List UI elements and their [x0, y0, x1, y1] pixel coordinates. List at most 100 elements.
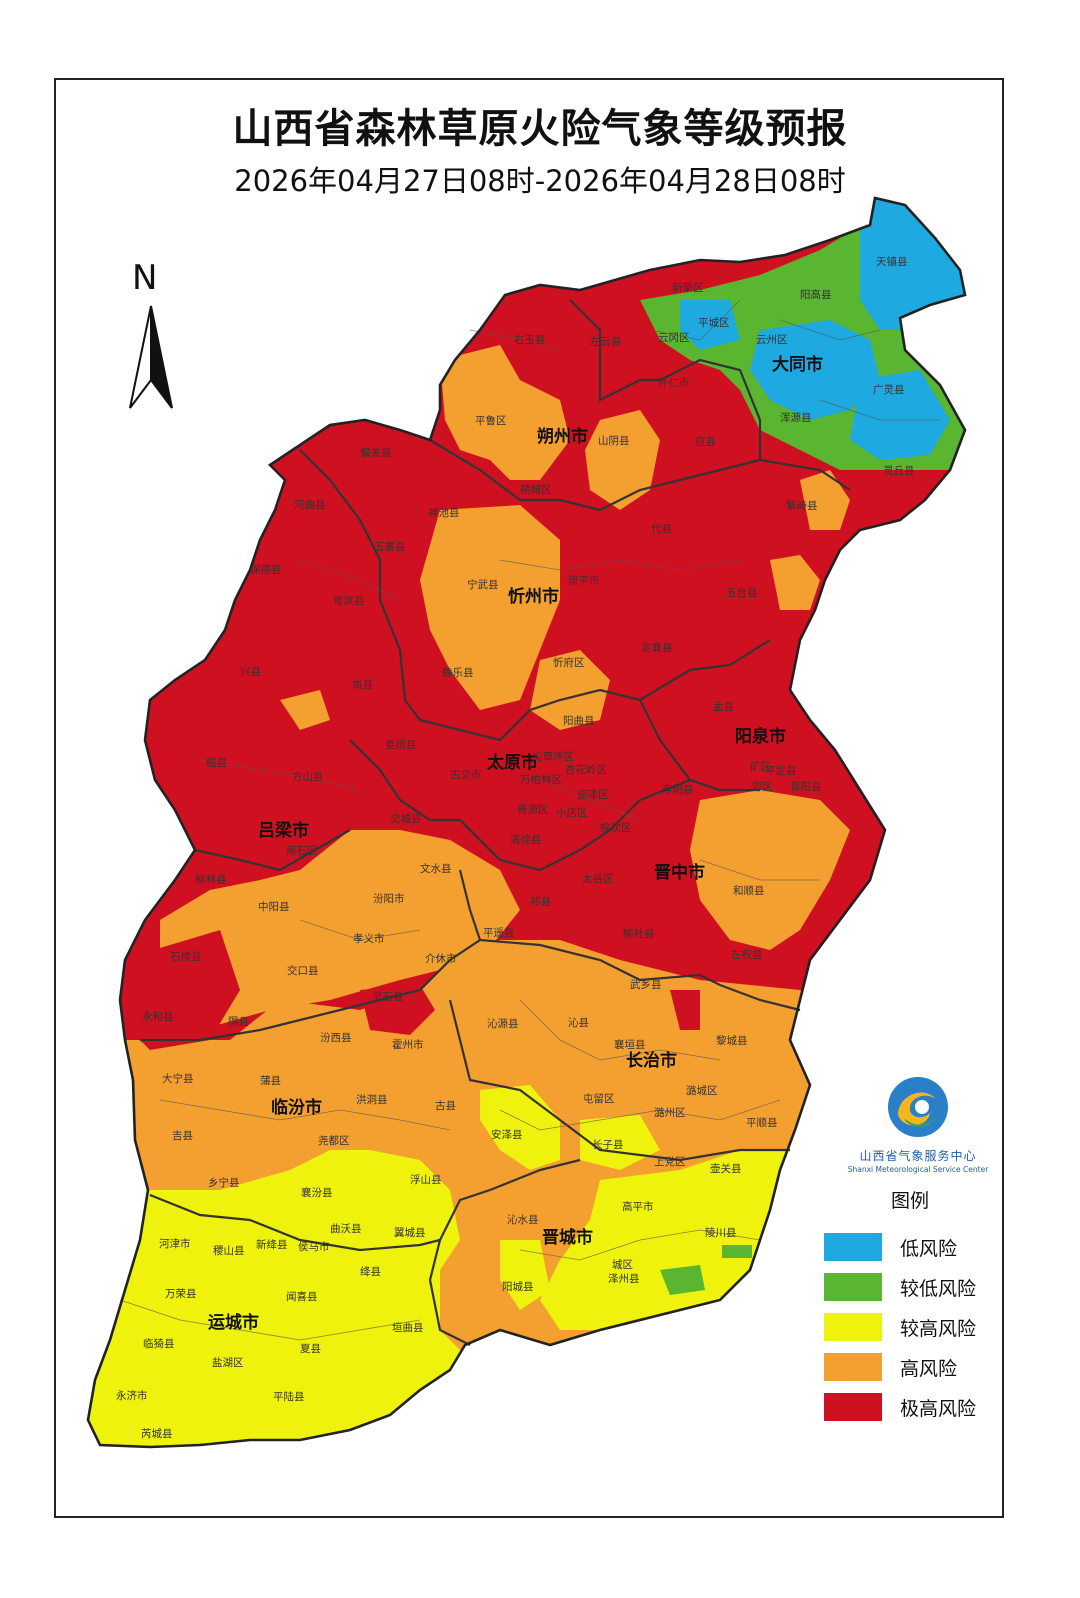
legend-swatch-higher — [824, 1313, 882, 1341]
county-label: 灵石县 — [372, 991, 404, 1003]
county-boundaries — [119, 299, 940, 1341]
county-label: 武乡县 — [630, 978, 662, 991]
county-label: 方山县 — [292, 770, 324, 783]
county-label: 盂县 — [713, 701, 734, 713]
county-label: 清徐县 — [510, 833, 542, 846]
city-label-changzhi: 长治市 — [626, 1050, 677, 1071]
county-label: 洪洞县 — [356, 1094, 388, 1106]
city-label-yuncheng: 运城市 — [208, 1312, 259, 1333]
county-label: 河津市 — [159, 1237, 191, 1250]
county-label: 介休市 — [425, 952, 457, 965]
county-label: 侯马市 — [298, 1240, 330, 1253]
county-label: 乡宁县 — [208, 1176, 240, 1189]
county-label: 垣曲县 — [392, 1322, 424, 1334]
legend-label-extreme: 极高风险 — [900, 1397, 977, 1420]
county-label: 偏关县 — [360, 446, 392, 459]
county-label: 孝义市 — [353, 932, 385, 945]
legend-swatch-extreme — [824, 1393, 882, 1421]
legend-item-low: 低风险 — [820, 1227, 1000, 1267]
county-label: 石楼县 — [170, 950, 202, 963]
city-label-xinzhou: 忻州市 — [508, 586, 559, 607]
county-label: 黎城县 — [716, 1034, 748, 1047]
county-label: 晋源区 — [517, 803, 549, 816]
county-label: 平鲁区 — [475, 414, 507, 427]
county-label: 寿阳县 — [662, 783, 694, 796]
county-label: 万柏林区 — [520, 773, 562, 786]
city-labels: 大同市 朔州市 忻州市 太原市 阳泉市 吕梁市 晋中市 长治市 临汾市 晋城市 … — [208, 354, 823, 1333]
county-label: 文水县 — [420, 862, 452, 875]
legend-swatch-lower — [824, 1273, 882, 1301]
map-subtitle: 2026年04月27日08时-2026年04月28日08时 — [234, 164, 846, 198]
county-label: 闻喜县 — [286, 1290, 318, 1303]
county-label: 原平市 — [568, 574, 600, 587]
meteorological-service-logo: 山西省气象服务中心 Shanxi Meteorological Service … — [838, 1073, 998, 1183]
county-label: 昔阳县 — [790, 781, 822, 793]
county-label: 临猗县 — [143, 1337, 175, 1350]
legend-item-high: 高风险 — [820, 1347, 1000, 1387]
county-label: 襄垣县 — [614, 1038, 646, 1051]
county-label: 永济市 — [116, 1389, 148, 1402]
city-boundaries — [140, 299, 851, 1346]
county-label: 五台县 — [726, 586, 758, 599]
county-label: 沁县 — [568, 1017, 589, 1029]
county-label: 沁水县 — [507, 1214, 539, 1226]
county-label: 曲沃县 — [330, 1223, 362, 1235]
north-arrow-icon — [129, 305, 173, 409]
legend-label-lower: 较低风险 — [900, 1277, 977, 1300]
city-label-linfen: 临汾市 — [271, 1097, 322, 1118]
county-label: 榆次区 — [600, 821, 632, 834]
county-label: 神池县 — [428, 506, 460, 519]
county-label: 临县 — [206, 756, 227, 769]
city-label-lvliang: 吕梁市 — [258, 820, 309, 841]
county-label: 祁县 — [530, 895, 551, 908]
county-label: 平遥县 — [483, 926, 515, 939]
legend-title: 图例 — [890, 1190, 929, 1212]
county-label: 阳高县 — [800, 288, 832, 301]
county-label: 云州区 — [756, 334, 788, 346]
county-label: 榆社县 — [623, 927, 655, 940]
county-label: 宁武县 — [467, 578, 499, 591]
county-label: 娄烦县 — [385, 738, 417, 751]
legend-item-higher: 较高风险 — [820, 1307, 1000, 1347]
county-label: 平顺县 — [746, 1117, 778, 1129]
legend-item-extreme: 极高风险 — [820, 1387, 1000, 1427]
county-label: 翼城县 — [394, 1227, 426, 1239]
county-label: 城区 — [612, 1259, 633, 1271]
county-label: 阳城县 — [502, 1281, 534, 1293]
county-label: 汾西县 — [320, 1032, 352, 1044]
county-label: 上党区 — [654, 1155, 686, 1168]
county-label: 尧都区 — [318, 1134, 350, 1147]
county-label: 郊区 — [752, 780, 773, 793]
county-label: 夏县 — [300, 1343, 321, 1355]
county-label: 吉县 — [172, 1130, 193, 1142]
county-label: 灵丘县 — [883, 465, 915, 477]
county-label: 长子县 — [592, 1139, 624, 1151]
county-label: 平陆县 — [273, 1390, 305, 1403]
county-label: 安泽县 — [491, 1128, 523, 1141]
county-label: 中阳县 — [258, 900, 290, 913]
logo-name-cn: 山西省气象服务中心 — [859, 1149, 977, 1163]
county-label: 杏花岭区 — [565, 763, 607, 776]
legend-label-high: 高风险 — [900, 1357, 958, 1380]
county-label: 五寨县 — [374, 540, 406, 553]
county-label: 右玉县 — [514, 333, 546, 346]
county-label: 浑源县 — [780, 411, 812, 424]
county-label: 屯留区 — [583, 1092, 615, 1105]
county-label: 太谷区 — [582, 872, 614, 885]
county-label: 盐湖区 — [212, 1356, 244, 1369]
county-label: 天镇县 — [876, 255, 908, 268]
county-label: 泽州县 — [608, 1273, 640, 1285]
county-label: 蒲县 — [260, 1074, 281, 1087]
county-label: 平定县 — [765, 764, 797, 777]
legend-swatch-low — [824, 1233, 882, 1261]
county-label: 保德县 — [250, 563, 282, 576]
county-label: 朔城区 — [520, 483, 552, 496]
county-label: 古县 — [435, 1099, 456, 1112]
county-label: 阳曲县 — [563, 715, 595, 727]
north-label: N — [132, 258, 158, 298]
legend-label-higher: 较高风险 — [900, 1317, 977, 1340]
county-label: 广灵县 — [873, 384, 905, 396]
county-label: 潞城区 — [686, 1084, 718, 1097]
county-label: 永和县 — [142, 1010, 174, 1023]
